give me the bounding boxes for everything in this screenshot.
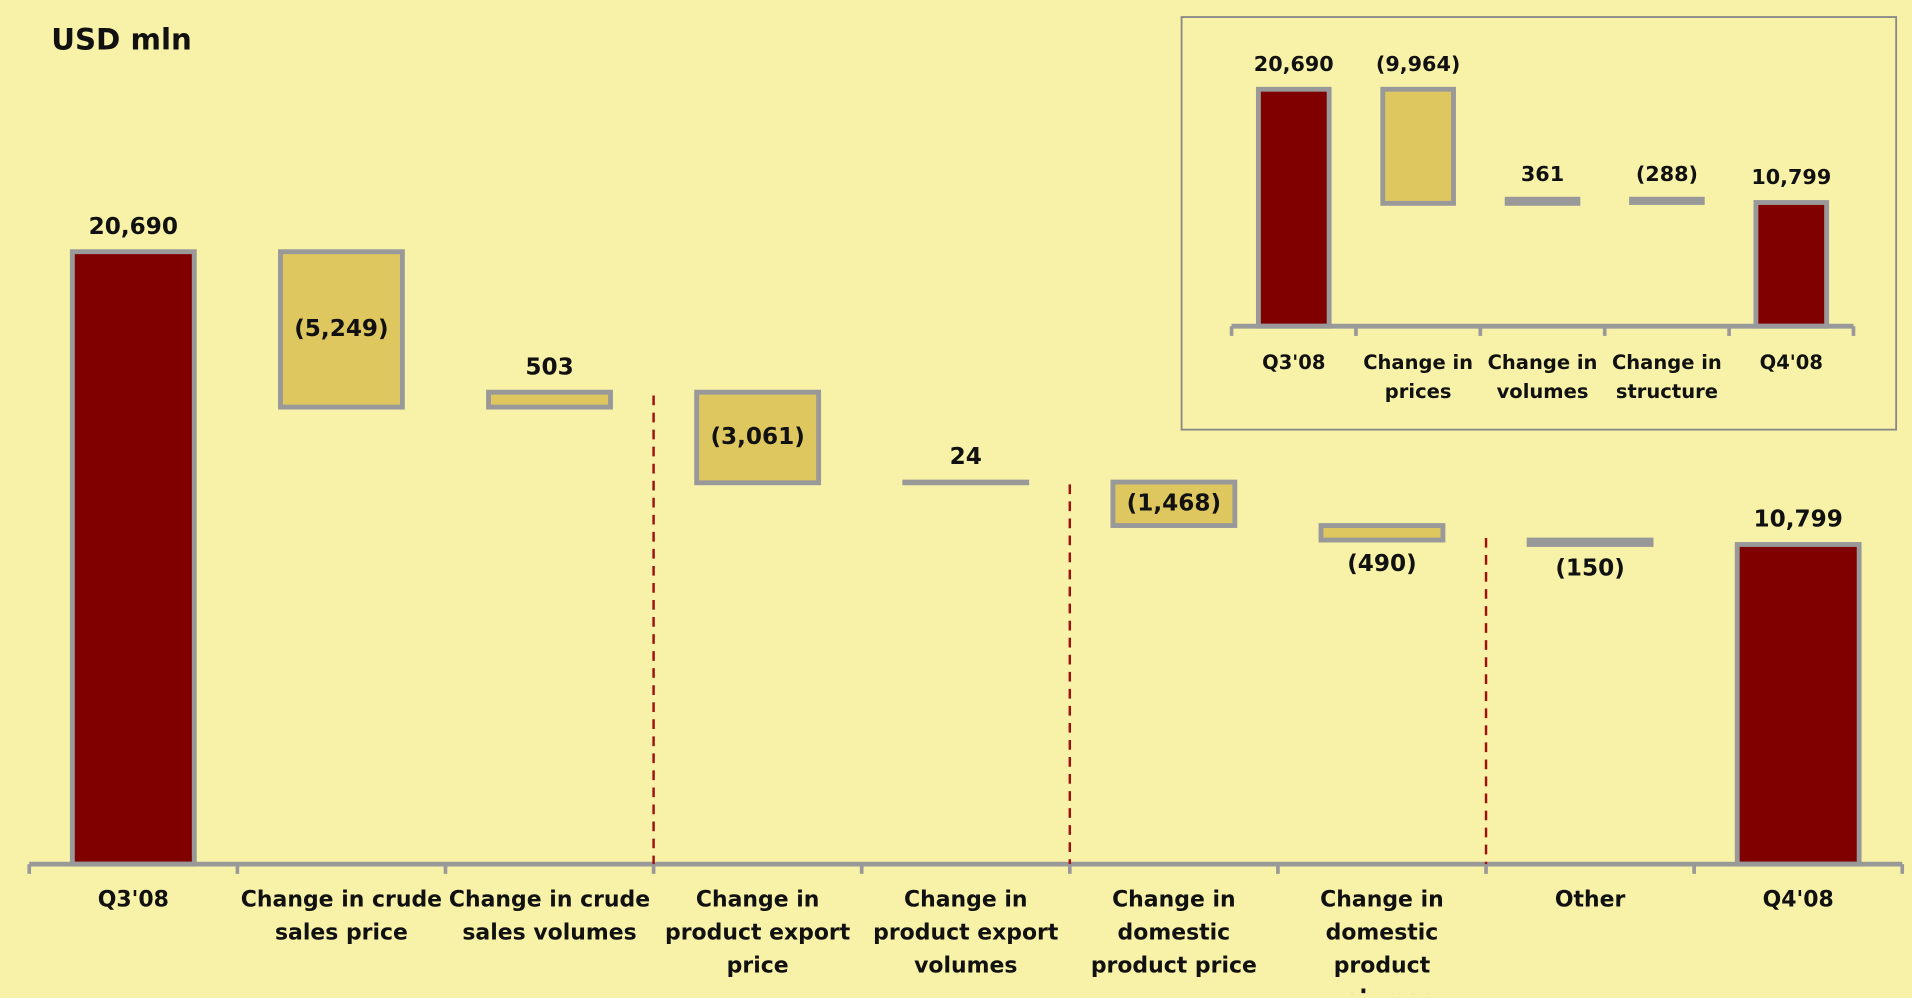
x-tick-label: Q4'08 <box>1759 350 1823 374</box>
data-label: 10,799 <box>1751 165 1831 189</box>
chart-title: USD mln <box>51 22 192 56</box>
x-tick-label: Q3'08 <box>97 887 169 913</box>
data-label: 361 <box>1521 162 1564 186</box>
data-label: (150) <box>1555 555 1624 581</box>
bar <box>1318 523 1446 543</box>
data-label: (1,468) <box>1127 490 1221 516</box>
data-label: 503 <box>525 354 573 380</box>
bar <box>1629 196 1705 205</box>
x-tick-label: Change in domestic product volumes <box>1320 887 1444 993</box>
data-label: 20,690 <box>1254 52 1334 76</box>
x-tick-label: Change in crude sales volumes <box>448 887 651 946</box>
x-tick-label: Change in crude sales price <box>240 887 443 946</box>
x-tick-label-box: Change in crude sales price <box>240 887 443 946</box>
bar <box>1526 537 1654 547</box>
bar <box>1753 200 1830 329</box>
bar <box>1504 196 1581 206</box>
bar <box>694 389 822 486</box>
x-tick-label-box: Other <box>1554 887 1626 913</box>
bar <box>1380 86 1456 206</box>
x-tick-label-box: Change in domestic product volumes <box>1320 887 1444 993</box>
x-tick-label-box: Q4'08 <box>1762 887 1834 913</box>
x-tick-label: Q3'08 <box>1262 350 1326 374</box>
data-label: (3,061) <box>710 424 804 450</box>
x-tick-label: Change in prices <box>1363 350 1474 403</box>
x-tick-label: Change in product export volumes <box>873 887 1059 979</box>
x-tick-label-box: Change in volumes <box>1487 350 1598 403</box>
data-label: 24 <box>950 444 982 470</box>
bar <box>1255 86 1332 329</box>
bar <box>902 479 1030 486</box>
bar <box>278 249 405 410</box>
x-tick-label-box: Change in product export price <box>665 887 851 979</box>
bar <box>486 389 613 410</box>
x-tick-label-box: Change in crude sales volumes <box>448 887 651 946</box>
x-tick-label-box: Q3'08 <box>1262 350 1326 374</box>
bar <box>1734 542 1862 867</box>
data-label: (5,249) <box>294 316 388 342</box>
x-tick-label-box: Q4'08 <box>1759 350 1823 374</box>
x-tick-label: Change in product export price <box>665 887 851 979</box>
data-label: (490) <box>1347 551 1416 577</box>
data-label: (288) <box>1636 162 1698 186</box>
x-tick-label: Change in domestic product price <box>1090 887 1257 979</box>
x-tick-label-box: Q3'08 <box>97 887 169 913</box>
x-tick-label-box: Change in product export volumes <box>873 887 1059 979</box>
data-label: 20,690 <box>89 214 178 240</box>
x-tick-label: Change in structure <box>1611 350 1722 403</box>
x-tick-label-box: Change in domestic product price <box>1090 887 1257 979</box>
data-label: (9,964) <box>1376 52 1460 76</box>
x-tick-label: Q4'08 <box>1762 887 1834 913</box>
x-tick-label: Change in volumes <box>1487 350 1598 403</box>
x-tick-label-box: Change in prices <box>1363 350 1474 403</box>
data-label: 10,799 <box>1754 507 1843 533</box>
x-tick-label: Other <box>1554 887 1626 913</box>
bar <box>69 249 197 867</box>
x-tick-label-box: Change in structure <box>1611 350 1722 403</box>
bar <box>1110 479 1238 528</box>
